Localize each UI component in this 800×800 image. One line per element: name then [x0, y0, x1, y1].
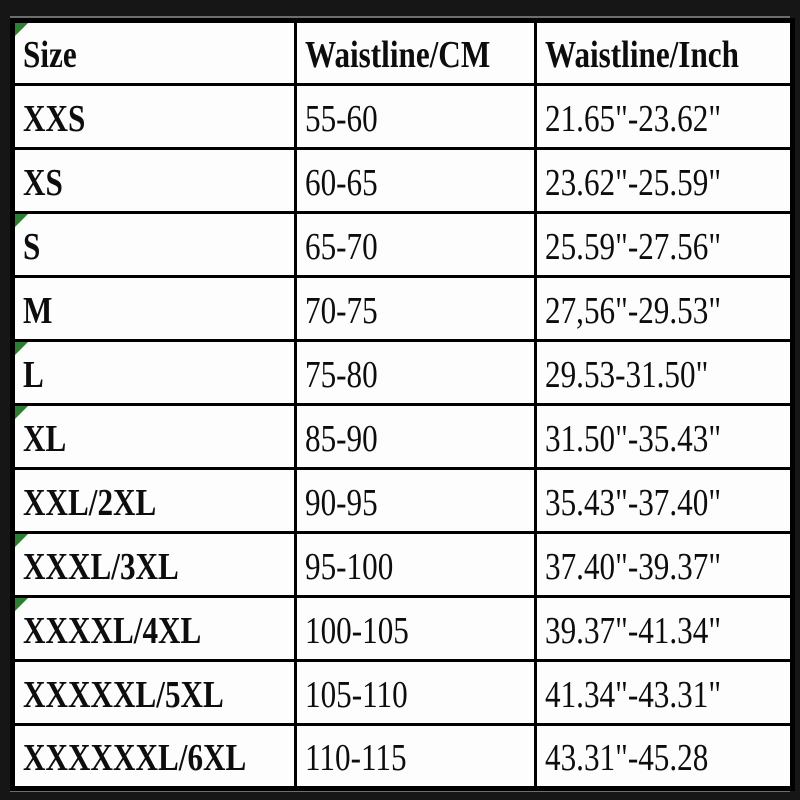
size-cell: XXXXXXL/6XL	[11, 723, 297, 790]
cm-value: 55-60	[305, 97, 378, 140]
header-size: Size	[11, 19, 297, 86]
size-value: L	[23, 353, 44, 396]
header-waistline-inch-label: Waistline/Inch	[545, 34, 739, 76]
size-value: XXXXXL/5XL	[23, 673, 224, 716]
inch-cell: 27,56"-29.53"	[534, 275, 794, 342]
cell-corner-marker-icon	[15, 407, 28, 419]
inch-cell: 43.31"-45.28	[534, 723, 794, 790]
table-row: XXL/2XL 90-95 35.43"-37.40"	[11, 467, 794, 534]
table-row: XS 60-65 23.62"-25.59"	[11, 147, 794, 214]
cell-corner-marker-icon	[15, 535, 28, 547]
inch-value: 37.40"-39.37"	[545, 545, 722, 588]
inch-value: 39.37"-41.34"	[545, 609, 722, 652]
inch-value: 31.50"-35.43"	[545, 417, 722, 460]
cell-corner-marker-icon	[15, 599, 28, 611]
inch-value: 29.53-31.50"	[545, 353, 709, 396]
header-size-label: Size	[23, 34, 77, 76]
table-row: S 65-70 25.59"-27.56"	[11, 211, 794, 278]
inch-value: 41.34"-43.31"	[545, 673, 722, 716]
inch-value: 35.43"-37.40"	[545, 481, 722, 524]
table-row: XL 85-90 31.50"-35.43"	[11, 403, 794, 470]
inch-cell: 37.40"-39.37"	[534, 531, 794, 598]
inch-cell: 31.50"-35.43"	[534, 403, 794, 470]
size-value: XXL/2XL	[23, 481, 157, 524]
cm-cell: 65-70	[294, 211, 537, 278]
inch-cell: 29.53-31.50"	[534, 339, 794, 406]
inch-cell: 25.59"-27.56"	[534, 211, 794, 278]
header-waistline-inch: Waistline/Inch	[534, 19, 794, 86]
header-waistline-cm: Waistline/CM	[294, 19, 537, 86]
cm-cell: 70-75	[294, 275, 537, 342]
cm-value: 65-70	[305, 225, 378, 268]
size-value: XL	[23, 417, 67, 460]
cm-cell: 90-95	[294, 467, 537, 534]
cm-cell: 85-90	[294, 403, 537, 470]
table-row: L 75-80 29.53-31.50"	[11, 339, 794, 406]
cm-cell: 100-105	[294, 595, 537, 662]
cm-cell: 95-100	[294, 531, 537, 598]
size-value: XXXXXXL/6XL	[23, 737, 247, 779]
cm-cell: 105-110	[294, 659, 537, 726]
size-cell: XL	[11, 403, 297, 470]
inch-value: 27,56"-29.53"	[545, 289, 722, 332]
cm-value: 90-95	[305, 481, 378, 524]
table-row: XXXXXL/5XL 105-110 41.34"-43.31"	[11, 659, 794, 726]
cm-value: 75-80	[305, 353, 378, 396]
inch-cell: 21.65"-23.62"	[534, 83, 794, 150]
size-cell: M	[11, 275, 297, 342]
inch-value: 23.62"-25.59"	[545, 161, 722, 204]
size-table: Size Waistline/CM Waistline/Inch XXS	[10, 18, 795, 791]
inch-cell: 39.37"-41.34"	[534, 595, 794, 662]
size-cell: XXS	[11, 83, 297, 150]
size-value: XXXL/3XL	[23, 545, 179, 588]
inch-cell: 35.43"-37.40"	[534, 467, 794, 534]
size-value: M	[23, 289, 53, 332]
inch-value: 43.31"-45.28	[545, 737, 709, 779]
table-row: XXXXXXL/6XL 110-115 43.31"-45.28	[11, 723, 794, 790]
size-cell: XXXXL/4XL	[11, 595, 297, 662]
header-row: Size Waistline/CM Waistline/Inch	[11, 19, 794, 86]
size-value: XXS	[23, 97, 86, 140]
size-value: XS	[23, 161, 63, 204]
inch-cell: 41.34"-43.31"	[534, 659, 794, 726]
inch-value: 25.59"-27.56"	[545, 225, 722, 268]
cm-cell: 75-80	[294, 339, 537, 406]
cm-value: 100-105	[305, 609, 409, 652]
cell-corner-marker-icon	[15, 215, 28, 227]
cell-corner-marker-icon	[15, 343, 28, 355]
cell-corner-marker-icon	[15, 23, 28, 36]
table-row: XXXL/3XL 95-100 37.40"-39.37"	[11, 531, 794, 598]
inch-cell: 23.62"-25.59"	[534, 147, 794, 214]
cm-value: 95-100	[305, 545, 394, 588]
table-row: XXXXL/4XL 100-105 39.37"-41.34"	[11, 595, 794, 662]
size-chart-table: Size Waistline/CM Waistline/Inch XXS	[10, 18, 795, 791]
header-waistline-cm-label: Waistline/CM	[305, 34, 491, 76]
size-cell: XS	[11, 147, 297, 214]
size-value: S	[23, 225, 41, 268]
cm-cell: 55-60	[294, 83, 537, 150]
table-row: XXS 55-60 21.65"-23.62"	[11, 83, 794, 150]
cm-cell: 60-65	[294, 147, 537, 214]
cm-value: 85-90	[305, 417, 378, 460]
inch-value: 21.65"-23.62"	[545, 97, 722, 140]
size-value: XXXXL/4XL	[23, 609, 202, 652]
cm-value: 105-110	[305, 673, 408, 716]
size-cell: XXL/2XL	[11, 467, 297, 534]
cm-cell: 110-115	[294, 723, 537, 790]
cm-value: 70-75	[305, 289, 378, 332]
cm-value: 110-115	[305, 737, 407, 779]
size-cell: S	[11, 211, 297, 278]
size-cell: XXXXXL/5XL	[11, 659, 297, 726]
table-row: M 70-75 27,56"-29.53"	[11, 275, 794, 342]
cm-value: 60-65	[305, 161, 378, 204]
size-cell: XXXL/3XL	[11, 531, 297, 598]
size-cell: L	[11, 339, 297, 406]
